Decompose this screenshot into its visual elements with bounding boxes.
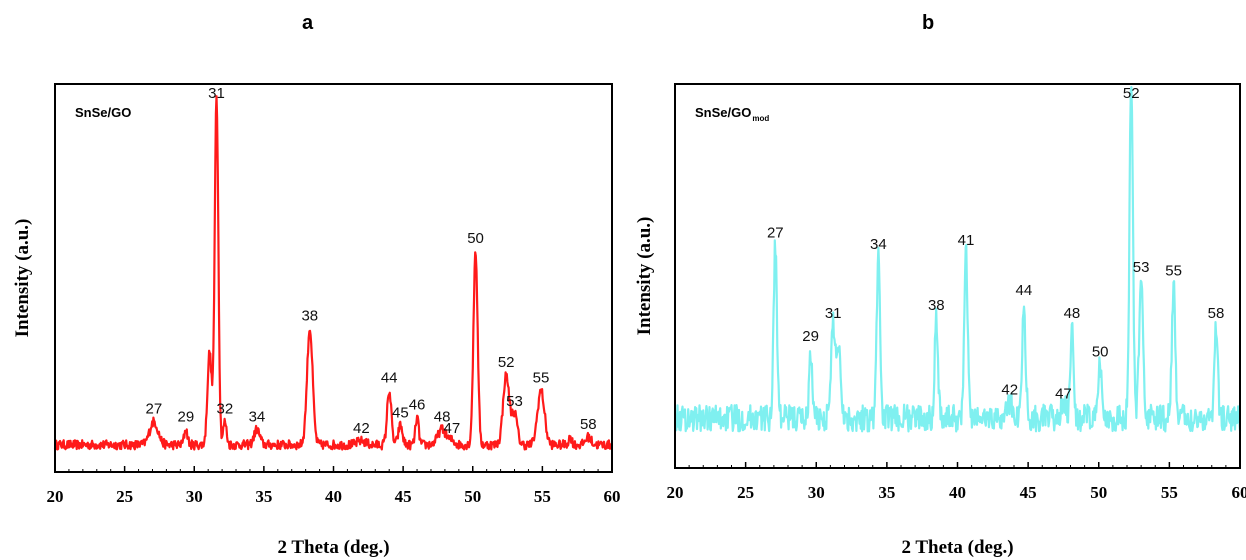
peak-label-34: 34 — [249, 408, 266, 425]
y-axis-title-b: Intensity (a.u.) — [634, 217, 655, 336]
peak-label-50: 50 — [1092, 343, 1109, 360]
panel-b-letter: b — [922, 12, 935, 34]
x-tick-label-30: 30 — [186, 487, 203, 506]
x-tick-label-60: 60 — [1232, 483, 1246, 502]
sample-label-b: SnSe/GO — [695, 105, 751, 120]
peak-label-58: 58 — [580, 416, 597, 433]
x-tick-label-25: 25 — [116, 487, 133, 506]
peak-label-27: 27 — [767, 224, 784, 241]
peak-label-58: 58 — [1208, 305, 1225, 322]
x-tick-label-40: 40 — [949, 483, 966, 502]
x-tick-label-25: 25 — [737, 483, 754, 502]
peak-label-46: 46 — [409, 397, 426, 414]
x-tick-label-55: 55 — [534, 487, 551, 506]
x-tick-label-50: 50 — [464, 487, 481, 506]
peak-label-52: 52 — [1123, 85, 1140, 102]
peak-label-47: 47 — [444, 420, 461, 437]
x-tick-label-45: 45 — [1020, 483, 1037, 502]
xrd-line-b — [673, 85, 1242, 433]
sample-label-a: SnSe/GO — [75, 105, 131, 120]
peak-label-31: 31 — [825, 305, 842, 322]
x-tick-label-45: 45 — [395, 487, 412, 506]
peak-label-55: 55 — [533, 370, 550, 387]
x-axis-title-b: 2 Theta (deg.) — [901, 537, 1013, 558]
peak-label-45: 45 — [392, 404, 409, 421]
peak-label-34: 34 — [870, 236, 887, 253]
y-axis-title-a: Intensity (a.u.) — [12, 219, 33, 338]
chart-panel-b: 20 25 30 35 40 45 50 55 60 2 Theta (deg.) Intensit… — [634, 83, 1246, 558]
peak-label-29: 29 — [178, 408, 195, 425]
peak-label-48: 48 — [434, 408, 451, 425]
peak-label-38: 38 — [928, 297, 945, 314]
peak-label-48: 48 — [1064, 305, 1081, 322]
xrd-line-a — [53, 95, 613, 451]
peak-label-38: 38 — [301, 307, 318, 324]
peak-label-53: 53 — [1133, 259, 1150, 276]
peak-label-27: 27 — [146, 401, 163, 418]
peak-label-42: 42 — [1001, 382, 1018, 399]
x-tick-label-35: 35 — [255, 487, 272, 506]
peak-label-53: 53 — [506, 393, 523, 410]
peak-label-50: 50 — [467, 230, 484, 247]
peak-label-44: 44 — [381, 370, 398, 387]
x-tick-label-60: 60 — [604, 487, 621, 506]
x-tick-label-50: 50 — [1090, 483, 1107, 502]
x-tick-label-55: 55 — [1161, 483, 1178, 502]
peak-label-31: 31 — [208, 85, 225, 102]
x-tick-label-20: 20 — [47, 487, 64, 506]
peak-label-47: 47 — [1055, 386, 1072, 403]
x-tick-label-20: 20 — [667, 483, 684, 502]
sample-label-sub-b: mod — [752, 114, 769, 123]
plot-frame-a — [54, 83, 613, 473]
x-tick-label-30: 30 — [808, 483, 825, 502]
peak-label-29: 29 — [802, 328, 819, 345]
x-tick-label-40: 40 — [325, 487, 342, 506]
peak-label-32: 32 — [217, 401, 234, 418]
x-axis-title-a: 2 Theta (deg.) — [277, 537, 389, 558]
peak-label-42: 42 — [353, 420, 370, 437]
panel-a-letter: a — [302, 12, 314, 34]
peak-label-52: 52 — [498, 354, 515, 371]
x-tick-label-35: 35 — [878, 483, 895, 502]
chart-panel-a: 20 25 30 35 40 45 50 55 60 2 Theta (deg.) Intensit… — [12, 83, 621, 558]
peak-label-44: 44 — [1016, 282, 1033, 299]
peak-label-41: 41 — [958, 232, 975, 249]
peak-label-55: 55 — [1165, 263, 1182, 280]
